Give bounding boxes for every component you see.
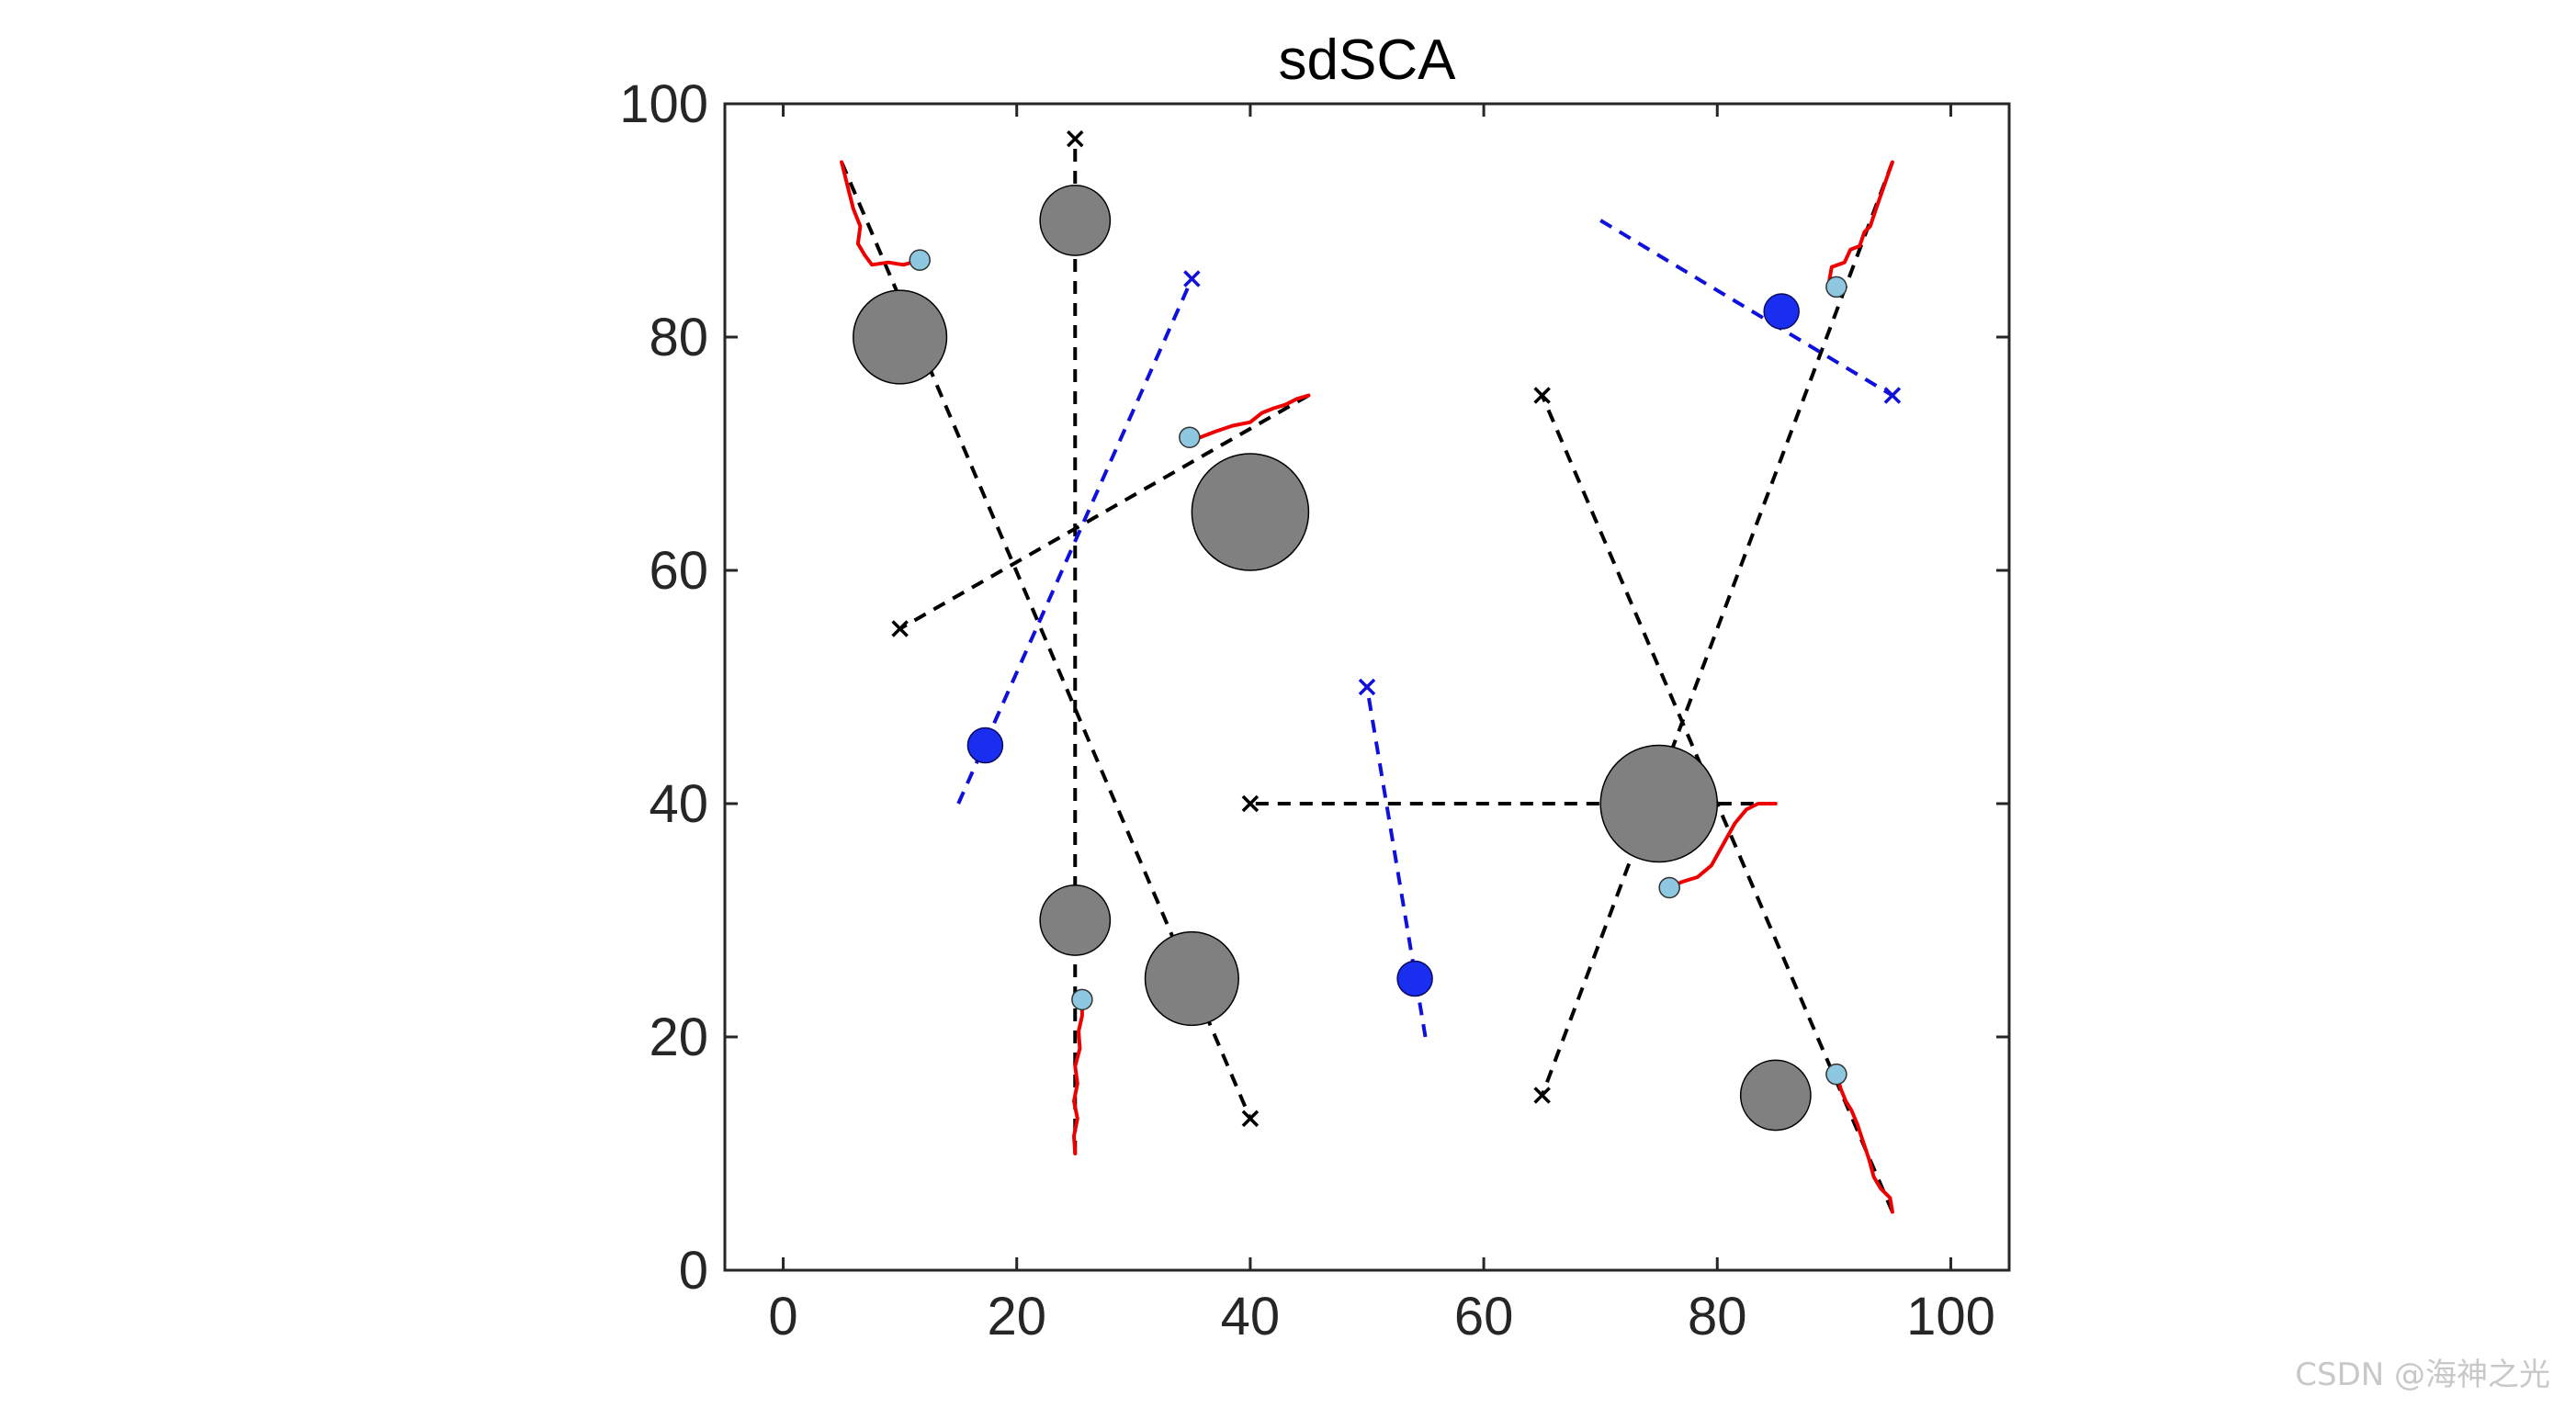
trajectory-1 — [840, 160, 922, 267]
static-obstacle-7 — [1739, 1059, 1812, 1132]
y-tick-label: 60 — [649, 541, 708, 601]
agent-3 — [1179, 426, 1201, 448]
route-goal-marker-2 — [1067, 130, 1084, 148]
y-tick-label: 40 — [649, 774, 708, 834]
agent-2 — [1071, 988, 1093, 1011]
dynamic-obstacles — [956, 219, 1902, 1038]
y-tick-label: 20 — [649, 1008, 708, 1067]
route-goal-marker-3 — [891, 620, 909, 637]
chart-title: sdSCA — [1279, 28, 1457, 92]
route-goal-marker-3-b — [891, 620, 909, 637]
planned-route-3 — [898, 393, 1310, 631]
route-goal-marker-6-b — [1533, 387, 1551, 404]
static-obstacle-2 — [853, 289, 948, 385]
route-goal-marker-4 — [1241, 794, 1260, 813]
dynamic-obstacle-2 — [1396, 960, 1433, 997]
dynamic-goal-marker-3-b — [1883, 387, 1902, 404]
x-tick-label: 20 — [987, 1287, 1046, 1346]
agent-4 — [1658, 876, 1680, 899]
dynamic-goal-marker-2-b — [1358, 678, 1376, 696]
agent-6 — [1825, 1063, 1847, 1086]
x-tick-label: 0 — [768, 1287, 797, 1346]
dynamic-path-2 — [1365, 686, 1428, 1038]
trajectory-4 — [1667, 802, 1778, 890]
dynamic-goal-marker-1 — [1183, 270, 1201, 287]
static-obstacle-1 — [1039, 185, 1112, 256]
static-obstacle-6 — [1144, 930, 1239, 1027]
dynamic-goal-marker-2 — [1358, 678, 1376, 696]
trajectories — [840, 160, 1894, 1214]
watermark: CSDN @海神之光 — [2295, 1357, 2550, 1393]
x-tick-label: 60 — [1454, 1287, 1514, 1346]
dynamic-path-1 — [956, 277, 1194, 805]
static-obstacle-3 — [1191, 453, 1310, 571]
agent-5 — [1825, 276, 1847, 298]
trajectory-5 — [1827, 160, 1894, 289]
planned-routes — [840, 130, 1894, 1213]
planned-route-5 — [1540, 161, 1894, 1097]
route-goal-marker-5-b — [1533, 1087, 1551, 1104]
dynamic-obstacle-3 — [1763, 293, 1800, 330]
plot-frame — [723, 102, 2011, 1272]
static-obstacle-5 — [1039, 884, 1112, 956]
dynamic-obstacle-1 — [966, 726, 1004, 764]
x-tick-label: 100 — [1906, 1287, 1995, 1346]
route-goal-marker-5 — [1533, 1087, 1551, 1104]
route-goal-marker-6 — [1533, 387, 1551, 404]
trajectory-3 — [1187, 393, 1311, 440]
dynamic-goal-marker-1-b — [1183, 270, 1201, 287]
dynamic-path-3 — [1599, 219, 1893, 398]
trajectory-2 — [1072, 997, 1084, 1155]
y-tick-label: 80 — [649, 308, 708, 367]
axis-ticks: 0 20 40 60 80 100 0 20 40 60 80 100 — [619, 74, 2009, 1346]
y-tick-label: 0 — [679, 1241, 708, 1301]
trajectory-6 — [1834, 1072, 1894, 1214]
y-tick-label: 100 — [619, 74, 708, 134]
route-goal-marker-1-b — [1241, 1109, 1260, 1128]
static-obstacles — [853, 185, 1812, 1132]
dynamic-goal-marker-3 — [1883, 387, 1902, 404]
route-goal-marker-1 — [1241, 1109, 1260, 1128]
x-tick-label: 80 — [1688, 1287, 1747, 1346]
x-tick-label: 40 — [1221, 1287, 1281, 1346]
route-goal-marker-2-b — [1067, 130, 1084, 148]
route-goal-marker-4-b — [1241, 794, 1260, 813]
static-obstacle-4 — [1599, 744, 1719, 863]
agent-1 — [909, 249, 931, 271]
